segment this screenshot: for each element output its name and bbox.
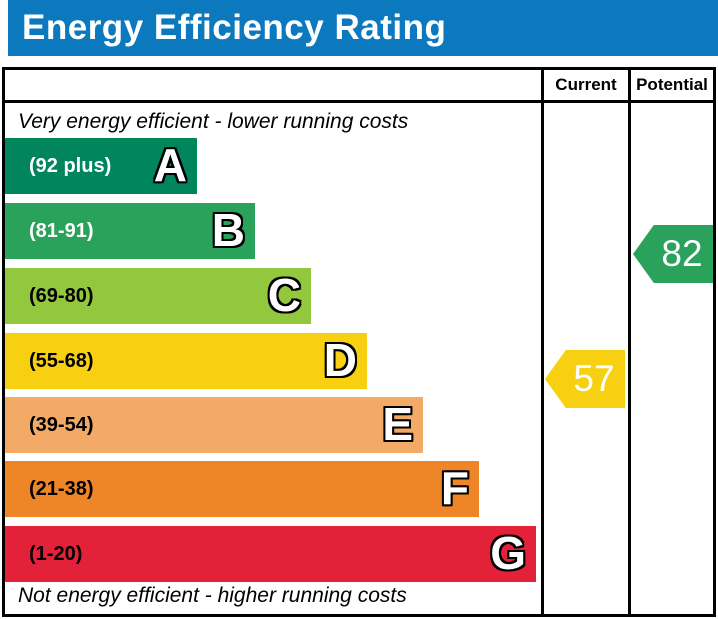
potential-column-divider (628, 67, 631, 617)
band-letter: F (440, 462, 469, 514)
potential-rating-value: 82 (661, 233, 703, 274)
header-divider-line (2, 100, 716, 103)
band-letter: G (490, 527, 526, 579)
band-range-label: (69-80) (29, 285, 94, 307)
band-letter: B (211, 204, 245, 256)
band-row-f: (21-38) F (5, 461, 479, 517)
band-row-e: (39-54) E (5, 397, 423, 453)
band-range-label: (1-20) (29, 543, 83, 565)
top-note: Very energy efficient - lower running co… (18, 110, 409, 133)
current-rating-value: 57 (573, 358, 615, 399)
band-row-g: (1-20) G (5, 526, 536, 582)
band-letter: C (267, 269, 301, 321)
band-letter: A (153, 139, 187, 191)
band-letter: E (382, 398, 413, 450)
column-header-current: Current (555, 75, 617, 94)
band-letter: D (323, 334, 357, 386)
current-column-divider (541, 67, 544, 617)
band-row-c: (69-80) C (5, 268, 311, 324)
band-range-label: (92 plus) (29, 155, 112, 177)
title-bar: Energy Efficiency Rating (8, 0, 718, 56)
band-row-b: (81-91) B (5, 203, 255, 259)
band-row-d: (55-68) D (5, 333, 367, 389)
bottom-note: Not energy efficient - higher running co… (18, 584, 407, 607)
band-row-a: (92 plus) A (5, 138, 197, 194)
band-range-label: (39-54) (29, 414, 94, 436)
band-range-label: (21-38) (29, 478, 94, 500)
column-header-potential: Potential (636, 75, 708, 94)
band-range-label: (55-68) (29, 350, 94, 372)
page-title: Energy Efficiency Rating (22, 8, 447, 47)
band-range-label: (81-91) (29, 220, 94, 242)
